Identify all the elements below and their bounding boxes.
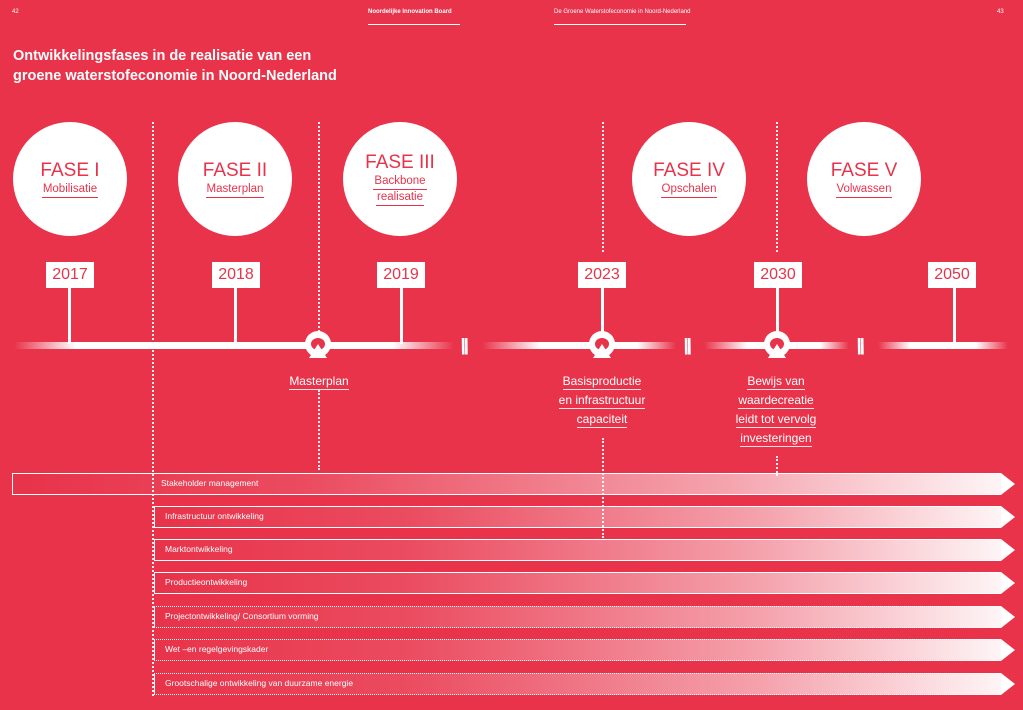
title-line-2: groene waterstofeconomie in Noord-Nederl… xyxy=(13,68,337,84)
timeline-segment-2 xyxy=(482,342,676,349)
milestone-line: investeringen xyxy=(740,431,812,447)
phase-circle-3: FASE III Backbone realisatie xyxy=(343,122,457,236)
activity-bar-label: Productieontwikkeling xyxy=(165,577,248,587)
activity-bar-label: Grootschalige ontwikkeling van duurzame … xyxy=(165,678,354,688)
milestone-line: Masterplan xyxy=(289,374,349,390)
activity-bar-stakeholder-management: Stakeholder management xyxy=(12,473,1015,495)
phase-name: FASE IV xyxy=(653,160,725,181)
milestone-line: waardecreatie xyxy=(738,393,814,409)
phase-subtitle: Volwassen xyxy=(835,182,893,198)
activity-bar-infrastructuur: Infrastructuur ontwikkeling xyxy=(154,506,1015,528)
left-running-title: Noordelijke Innovation Board xyxy=(368,9,452,15)
timeline-break-3: \\ xyxy=(853,334,865,359)
left-page-number: 42 xyxy=(12,9,19,15)
timeline-segment-4 xyxy=(878,342,1008,349)
timeline-segment-1 xyxy=(14,342,454,349)
milestone-line: leidt tot vervolg xyxy=(735,412,817,428)
year-stem-2019 xyxy=(400,288,403,344)
right-running-title: De Groene Waterstofeconomie in Noord-Ned… xyxy=(554,9,691,15)
phase-name: FASE V xyxy=(830,160,898,181)
milestone-line: Bewijs van xyxy=(747,374,805,390)
milestone-marker-1 xyxy=(305,331,331,358)
phase-divider-2 xyxy=(318,122,320,332)
year-stem-2023 xyxy=(601,288,604,332)
year-stem-2050 xyxy=(953,288,956,344)
milestone-line: Basisproductie xyxy=(562,374,642,390)
phase-divider-1 xyxy=(152,122,154,696)
activity-bar-label: Infrastructuur ontwikkeling xyxy=(165,511,264,521)
year-stem-2018 xyxy=(234,288,237,344)
phase-subtitle: Opschalen xyxy=(660,182,718,198)
timeline-break-2: \\ xyxy=(680,334,692,359)
milestone-marker-2 xyxy=(589,331,615,358)
milestone-text-3: Bewijs van waardecreatie leidt tot vervo… xyxy=(714,372,838,448)
milestone-marker-3 xyxy=(764,331,790,358)
phase-name: FASE II xyxy=(202,160,268,181)
year-stem-2030 xyxy=(776,288,779,332)
activity-bar-label: Marktontwikkeling xyxy=(165,544,233,554)
milestone-text-1: Masterplan xyxy=(258,372,380,391)
phase-divider-4b xyxy=(776,456,778,476)
year-label-2030: 2030 xyxy=(754,262,802,288)
right-header-rule xyxy=(554,24,686,25)
timeline-break-1: \\ xyxy=(457,334,469,359)
page-title: Ontwikkelingsfases in de realisatie van … xyxy=(13,46,413,86)
phase-divider-4 xyxy=(776,122,778,252)
phase-circle-2: FASE II Masterplan xyxy=(178,122,292,236)
year-label-2019: 2019 xyxy=(377,262,425,288)
phase-divider-2b xyxy=(318,390,320,470)
phase-subtitle: Backbone xyxy=(373,174,427,190)
right-page-number: 43 xyxy=(997,9,1004,15)
phase-circle-1: FASE I Mobilisatie xyxy=(13,122,127,236)
activity-bar-label: Wet –en regelgevingskader xyxy=(165,644,269,654)
phase-subtitle: Mobilisatie xyxy=(41,182,99,198)
phase-name: FASE I xyxy=(40,160,100,181)
activity-bar-marktontwikkeling: Marktontwikkeling xyxy=(154,539,1015,561)
year-label-2018: 2018 xyxy=(212,262,260,288)
left-header-rule xyxy=(368,24,460,25)
phase-subtitle: Masterplan xyxy=(205,182,265,198)
phase-name: FASE III xyxy=(365,152,435,173)
activity-bar-projectontwikkeling: Projectontwikkeling/ Consortium vorming xyxy=(154,606,1015,628)
milestone-line: en infrastructuur xyxy=(558,393,646,409)
phase-circle-5: FASE V Volwassen xyxy=(807,122,921,236)
activity-bar-duurzame-energie: Grootschalige ontwikkeling van duurzame … xyxy=(154,673,1015,695)
activity-bar-label: Projectontwikkeling/ Consortium vorming xyxy=(165,611,319,621)
year-label-2050: 2050 xyxy=(928,262,976,288)
milestone-text-2: Basisproductie en infrastructuur capacit… xyxy=(540,372,664,429)
title-line-1: Ontwikkelingsfases in de realisatie van … xyxy=(13,48,312,64)
year-label-2017: 2017 xyxy=(46,262,94,288)
activity-bar-wetgeving: Wet –en regelgevingskader xyxy=(154,639,1015,661)
phase-subtitle-line-2: realisatie xyxy=(375,190,425,206)
year-label-2023: 2023 xyxy=(578,262,626,288)
milestone-line: capaciteit xyxy=(576,412,628,428)
phase-circle-4: FASE IV Opschalen xyxy=(632,122,746,236)
phase-divider-3 xyxy=(602,122,604,252)
activity-bar-productieontwikkeling: Productieontwikkeling xyxy=(154,572,1015,594)
year-stem-2017 xyxy=(68,288,71,344)
activity-bar-label: Stakeholder management xyxy=(161,478,259,488)
